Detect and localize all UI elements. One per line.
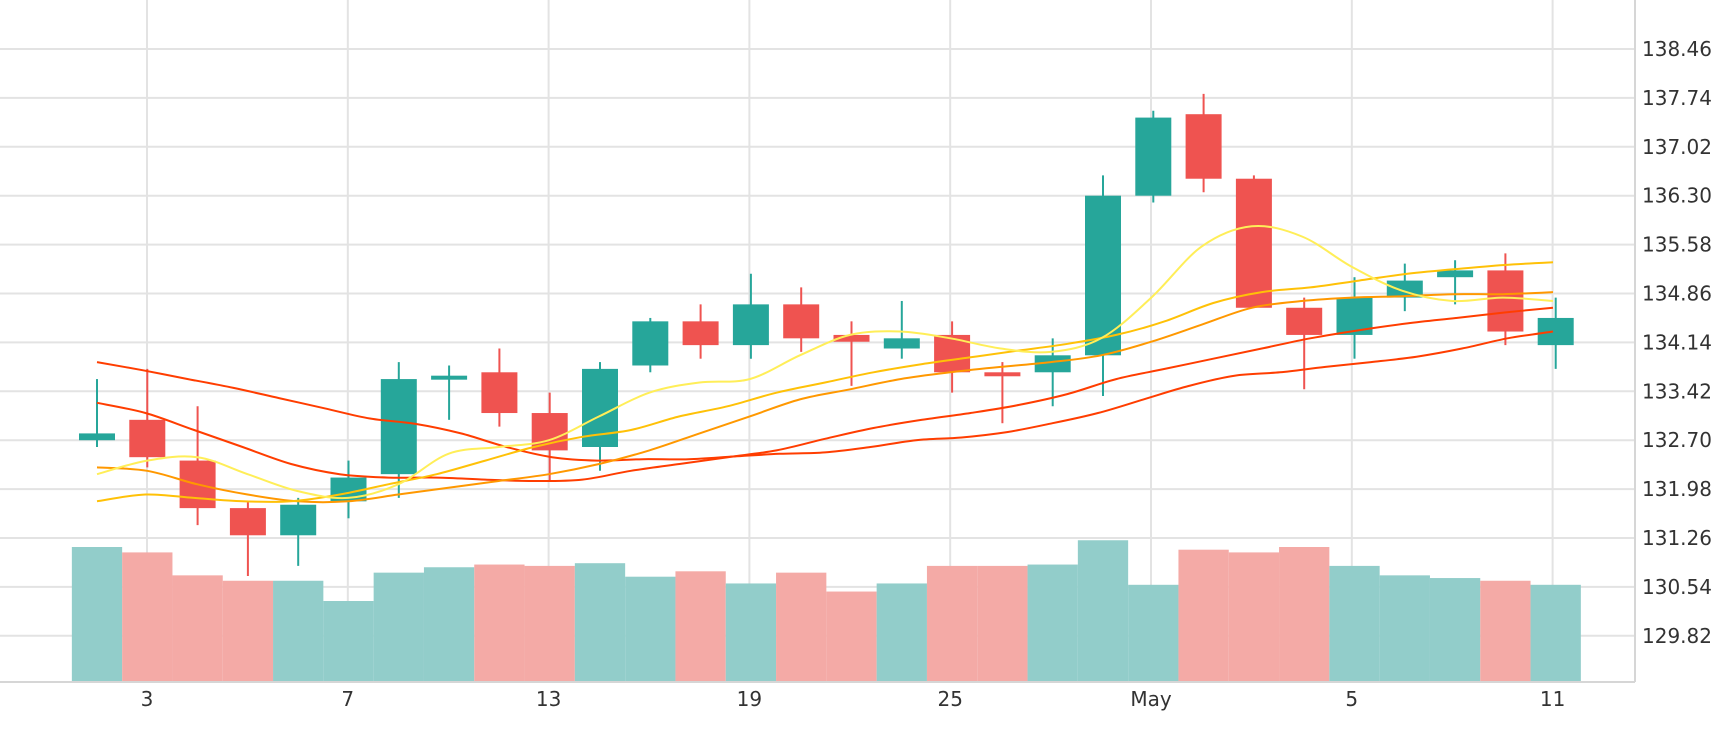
candle-body: [883, 338, 920, 349]
moving-average-lines: [96, 224, 1554, 504]
volume-bar: [273, 580, 324, 682]
volume-bar: [574, 563, 626, 682]
y-tick-label: 137.74: [1642, 86, 1712, 110]
x-tick-label: 11: [1540, 687, 1565, 711]
candle-body: [783, 304, 820, 339]
candle-body: [380, 379, 417, 475]
y-tick-label: 134.14: [1642, 330, 1712, 354]
volume-bar: [373, 572, 424, 682]
volume-bar: [1329, 565, 1380, 682]
volume-bar: [323, 601, 374, 682]
volume-bar: [222, 580, 274, 682]
volume-bar: [1228, 552, 1280, 682]
volume-bars: [71, 540, 1581, 682]
candle-body: [833, 334, 870, 342]
candle-body: [1437, 270, 1474, 278]
moving-average-line: [96, 330, 1554, 462]
y-tick-label: 134.86: [1642, 282, 1712, 306]
volume-bar: [675, 571, 726, 682]
candle-body: [1135, 117, 1172, 196]
volume-bar: [926, 565, 978, 682]
candle-body: [1235, 178, 1272, 308]
x-tick-label: 19: [737, 687, 762, 711]
candle-body: [79, 433, 115, 441]
volume-bar: [826, 591, 877, 682]
y-tick-label: 129.82: [1642, 624, 1712, 648]
candle-body: [481, 372, 518, 414]
volume-bar: [1429, 578, 1481, 682]
volume-bar: [172, 575, 223, 682]
volume-bar: [1530, 584, 1581, 682]
candle-body: [1537, 317, 1574, 346]
y-tick-label: 131.26: [1642, 526, 1712, 550]
volume-bar: [1178, 549, 1229, 682]
y-tick-label: 138.46: [1642, 37, 1712, 61]
candle-body: [1034, 355, 1071, 373]
candle-body: [280, 504, 317, 536]
volume-bar: [1128, 584, 1179, 682]
candle-body: [1286, 307, 1323, 335]
candle-body: [129, 419, 166, 458]
candle-body: [632, 321, 669, 366]
y-tick-label: 135.58: [1642, 233, 1712, 257]
candle-body: [682, 321, 719, 346]
volume-bar: [474, 564, 525, 682]
moving-average-line: [96, 291, 1554, 504]
moving-average-line: [96, 224, 1554, 500]
candle-body: [1185, 114, 1222, 179]
x-tick-label: May: [1130, 687, 1172, 711]
volume-bar: [1027, 564, 1078, 682]
candle-body: [984, 372, 1021, 377]
candles: [79, 93, 1574, 577]
y-tick-label: 137.02: [1642, 135, 1712, 159]
x-tick-label: 13: [536, 687, 561, 711]
candle-body: [1085, 195, 1121, 356]
volume-bar: [776, 572, 827, 682]
volume-bar: [423, 567, 475, 682]
volume-bar: [71, 547, 123, 682]
volume-bar: [1077, 540, 1129, 682]
x-tick-label: 3: [141, 687, 154, 711]
axes: 129.82 130.54 131.26 131.98 132.70 133.42 134.…: [0, 0, 1712, 711]
volume-bar: [625, 576, 676, 682]
volume-bar: [1279, 547, 1330, 682]
candle-body: [531, 413, 568, 451]
y-tick-label: 133.42: [1642, 379, 1712, 403]
y-tick-label: 131.98: [1642, 477, 1712, 501]
volume-bar: [524, 565, 575, 682]
volume-bar: [122, 552, 173, 682]
x-tick-label: 5: [1345, 687, 1358, 711]
candle-body: [732, 304, 769, 346]
volume-bar: [725, 583, 777, 682]
y-tick-label: 132.70: [1642, 428, 1712, 452]
volume-bar: [876, 583, 927, 682]
x-tick-label: 25: [937, 687, 962, 711]
x-tick-label: 7: [341, 687, 354, 711]
moving-average-line: [96, 261, 1554, 503]
moving-average-line: [96, 306, 1554, 483]
volume-bar: [977, 565, 1028, 682]
y-tick-label: 130.54: [1642, 575, 1712, 599]
volume-bar: [1379, 575, 1430, 682]
candle-body: [1487, 270, 1524, 332]
y-tick-label: 136.30: [1642, 184, 1712, 208]
candle-body: [229, 508, 266, 536]
volume-bar: [1480, 580, 1531, 682]
candle-body: [431, 375, 468, 380]
